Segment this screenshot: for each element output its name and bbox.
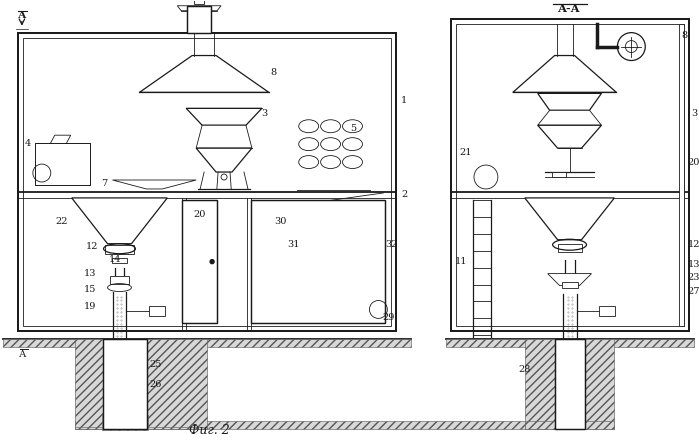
Bar bbox=[75, 339, 103, 429]
Bar bbox=[103, 339, 147, 429]
Text: 15: 15 bbox=[83, 285, 96, 294]
Text: А: А bbox=[19, 350, 27, 359]
Text: 4: 4 bbox=[24, 139, 31, 148]
Bar bbox=[451, 18, 689, 331]
Text: 3: 3 bbox=[261, 109, 267, 118]
Text: 2: 2 bbox=[401, 191, 408, 199]
Text: 20: 20 bbox=[688, 158, 699, 167]
Bar bbox=[18, 33, 396, 331]
Polygon shape bbox=[538, 93, 601, 110]
Bar bbox=[558, 244, 582, 252]
Text: 31: 31 bbox=[287, 240, 300, 249]
Text: Фиг. 2: Фиг. 2 bbox=[189, 425, 229, 437]
Bar bbox=[554, 339, 584, 429]
Text: 26: 26 bbox=[149, 380, 161, 389]
Bar bbox=[23, 37, 391, 326]
Polygon shape bbox=[525, 198, 614, 240]
Text: А: А bbox=[17, 11, 26, 20]
Polygon shape bbox=[113, 180, 196, 189]
Polygon shape bbox=[196, 148, 252, 172]
Text: 20: 20 bbox=[193, 210, 206, 220]
Bar bbox=[101, 415, 148, 430]
Text: 19: 19 bbox=[83, 302, 96, 311]
Text: 22: 22 bbox=[55, 217, 68, 226]
Bar bbox=[3, 339, 411, 347]
Text: 11: 11 bbox=[455, 257, 468, 266]
Bar bbox=[194, 0, 204, 4]
Bar bbox=[35, 143, 89, 185]
Polygon shape bbox=[538, 125, 601, 148]
Text: 8: 8 bbox=[681, 31, 687, 40]
Bar bbox=[182, 200, 217, 323]
Text: 13: 13 bbox=[688, 260, 699, 269]
Bar bbox=[35, 143, 89, 185]
Polygon shape bbox=[196, 125, 252, 148]
Bar bbox=[147, 339, 207, 429]
Bar bbox=[251, 200, 385, 323]
Bar bbox=[182, 200, 217, 323]
Text: 8: 8 bbox=[271, 68, 277, 77]
Bar bbox=[456, 24, 684, 326]
Bar bbox=[75, 427, 207, 429]
Bar bbox=[525, 421, 614, 429]
Text: 3: 3 bbox=[691, 109, 697, 118]
Text: 28: 28 bbox=[519, 365, 531, 374]
Text: 14: 14 bbox=[109, 255, 122, 264]
Text: 27: 27 bbox=[688, 287, 699, 296]
Bar bbox=[552, 172, 565, 177]
Polygon shape bbox=[186, 108, 262, 125]
Polygon shape bbox=[538, 110, 601, 125]
Text: 23: 23 bbox=[688, 273, 699, 282]
Bar bbox=[679, 24, 684, 326]
Bar bbox=[187, 6, 211, 33]
Text: А-А: А-А bbox=[559, 3, 581, 14]
Text: 12: 12 bbox=[688, 240, 699, 249]
Bar bbox=[554, 339, 584, 429]
Bar bbox=[110, 275, 129, 283]
Text: 5: 5 bbox=[350, 124, 356, 133]
Polygon shape bbox=[47, 135, 71, 150]
Text: 25: 25 bbox=[149, 360, 161, 369]
Polygon shape bbox=[72, 198, 167, 244]
Bar bbox=[251, 200, 385, 323]
Bar bbox=[600, 307, 615, 316]
Bar bbox=[187, 6, 211, 33]
Text: 21: 21 bbox=[460, 147, 473, 157]
Text: 32: 32 bbox=[385, 240, 398, 249]
Bar bbox=[584, 339, 614, 429]
Bar bbox=[112, 258, 127, 263]
Bar bbox=[105, 245, 134, 254]
Bar bbox=[75, 421, 575, 429]
Bar bbox=[561, 282, 577, 288]
Circle shape bbox=[210, 260, 214, 264]
Text: 1: 1 bbox=[401, 96, 408, 105]
Bar bbox=[150, 307, 165, 316]
Text: 12: 12 bbox=[85, 242, 98, 251]
Bar bbox=[451, 18, 689, 331]
Polygon shape bbox=[513, 55, 617, 92]
Bar bbox=[18, 33, 396, 331]
Text: 30: 30 bbox=[275, 217, 287, 226]
Text: 13: 13 bbox=[83, 269, 96, 278]
Text: 7: 7 bbox=[101, 180, 108, 188]
Bar bbox=[446, 339, 694, 347]
Polygon shape bbox=[139, 55, 269, 92]
Polygon shape bbox=[548, 274, 591, 286]
Bar bbox=[103, 339, 147, 429]
Bar bbox=[525, 339, 554, 429]
Text: 29: 29 bbox=[382, 313, 394, 322]
